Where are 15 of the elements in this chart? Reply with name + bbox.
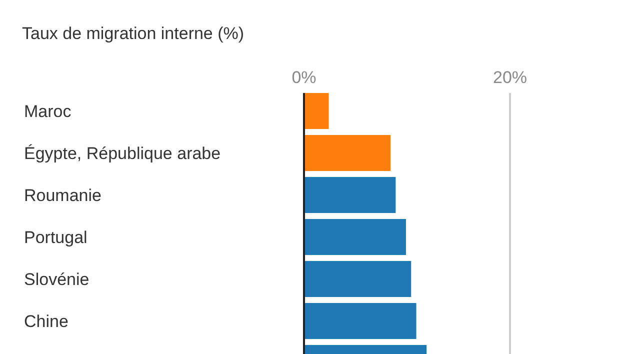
bar	[304, 93, 329, 129]
y-tick-label: Slovénie	[24, 270, 90, 289]
bar	[304, 177, 396, 213]
text: Taux de migration interne (%)	[22, 24, 244, 43]
y-tick-label: Égypte, République arabe	[24, 144, 221, 163]
bar	[304, 135, 391, 171]
y-tick-label: Roumanie	[24, 186, 102, 205]
x-tick-label: 20%	[492, 68, 528, 87]
y-tick-label: Portugal	[24, 228, 88, 247]
x-tick-label: 0%	[292, 68, 316, 87]
y-tick-label: Chine	[24, 312, 68, 331]
bar	[304, 219, 406, 255]
bar	[304, 261, 412, 297]
bar	[304, 303, 416, 339]
y-tick-label: Maroc	[24, 102, 72, 121]
